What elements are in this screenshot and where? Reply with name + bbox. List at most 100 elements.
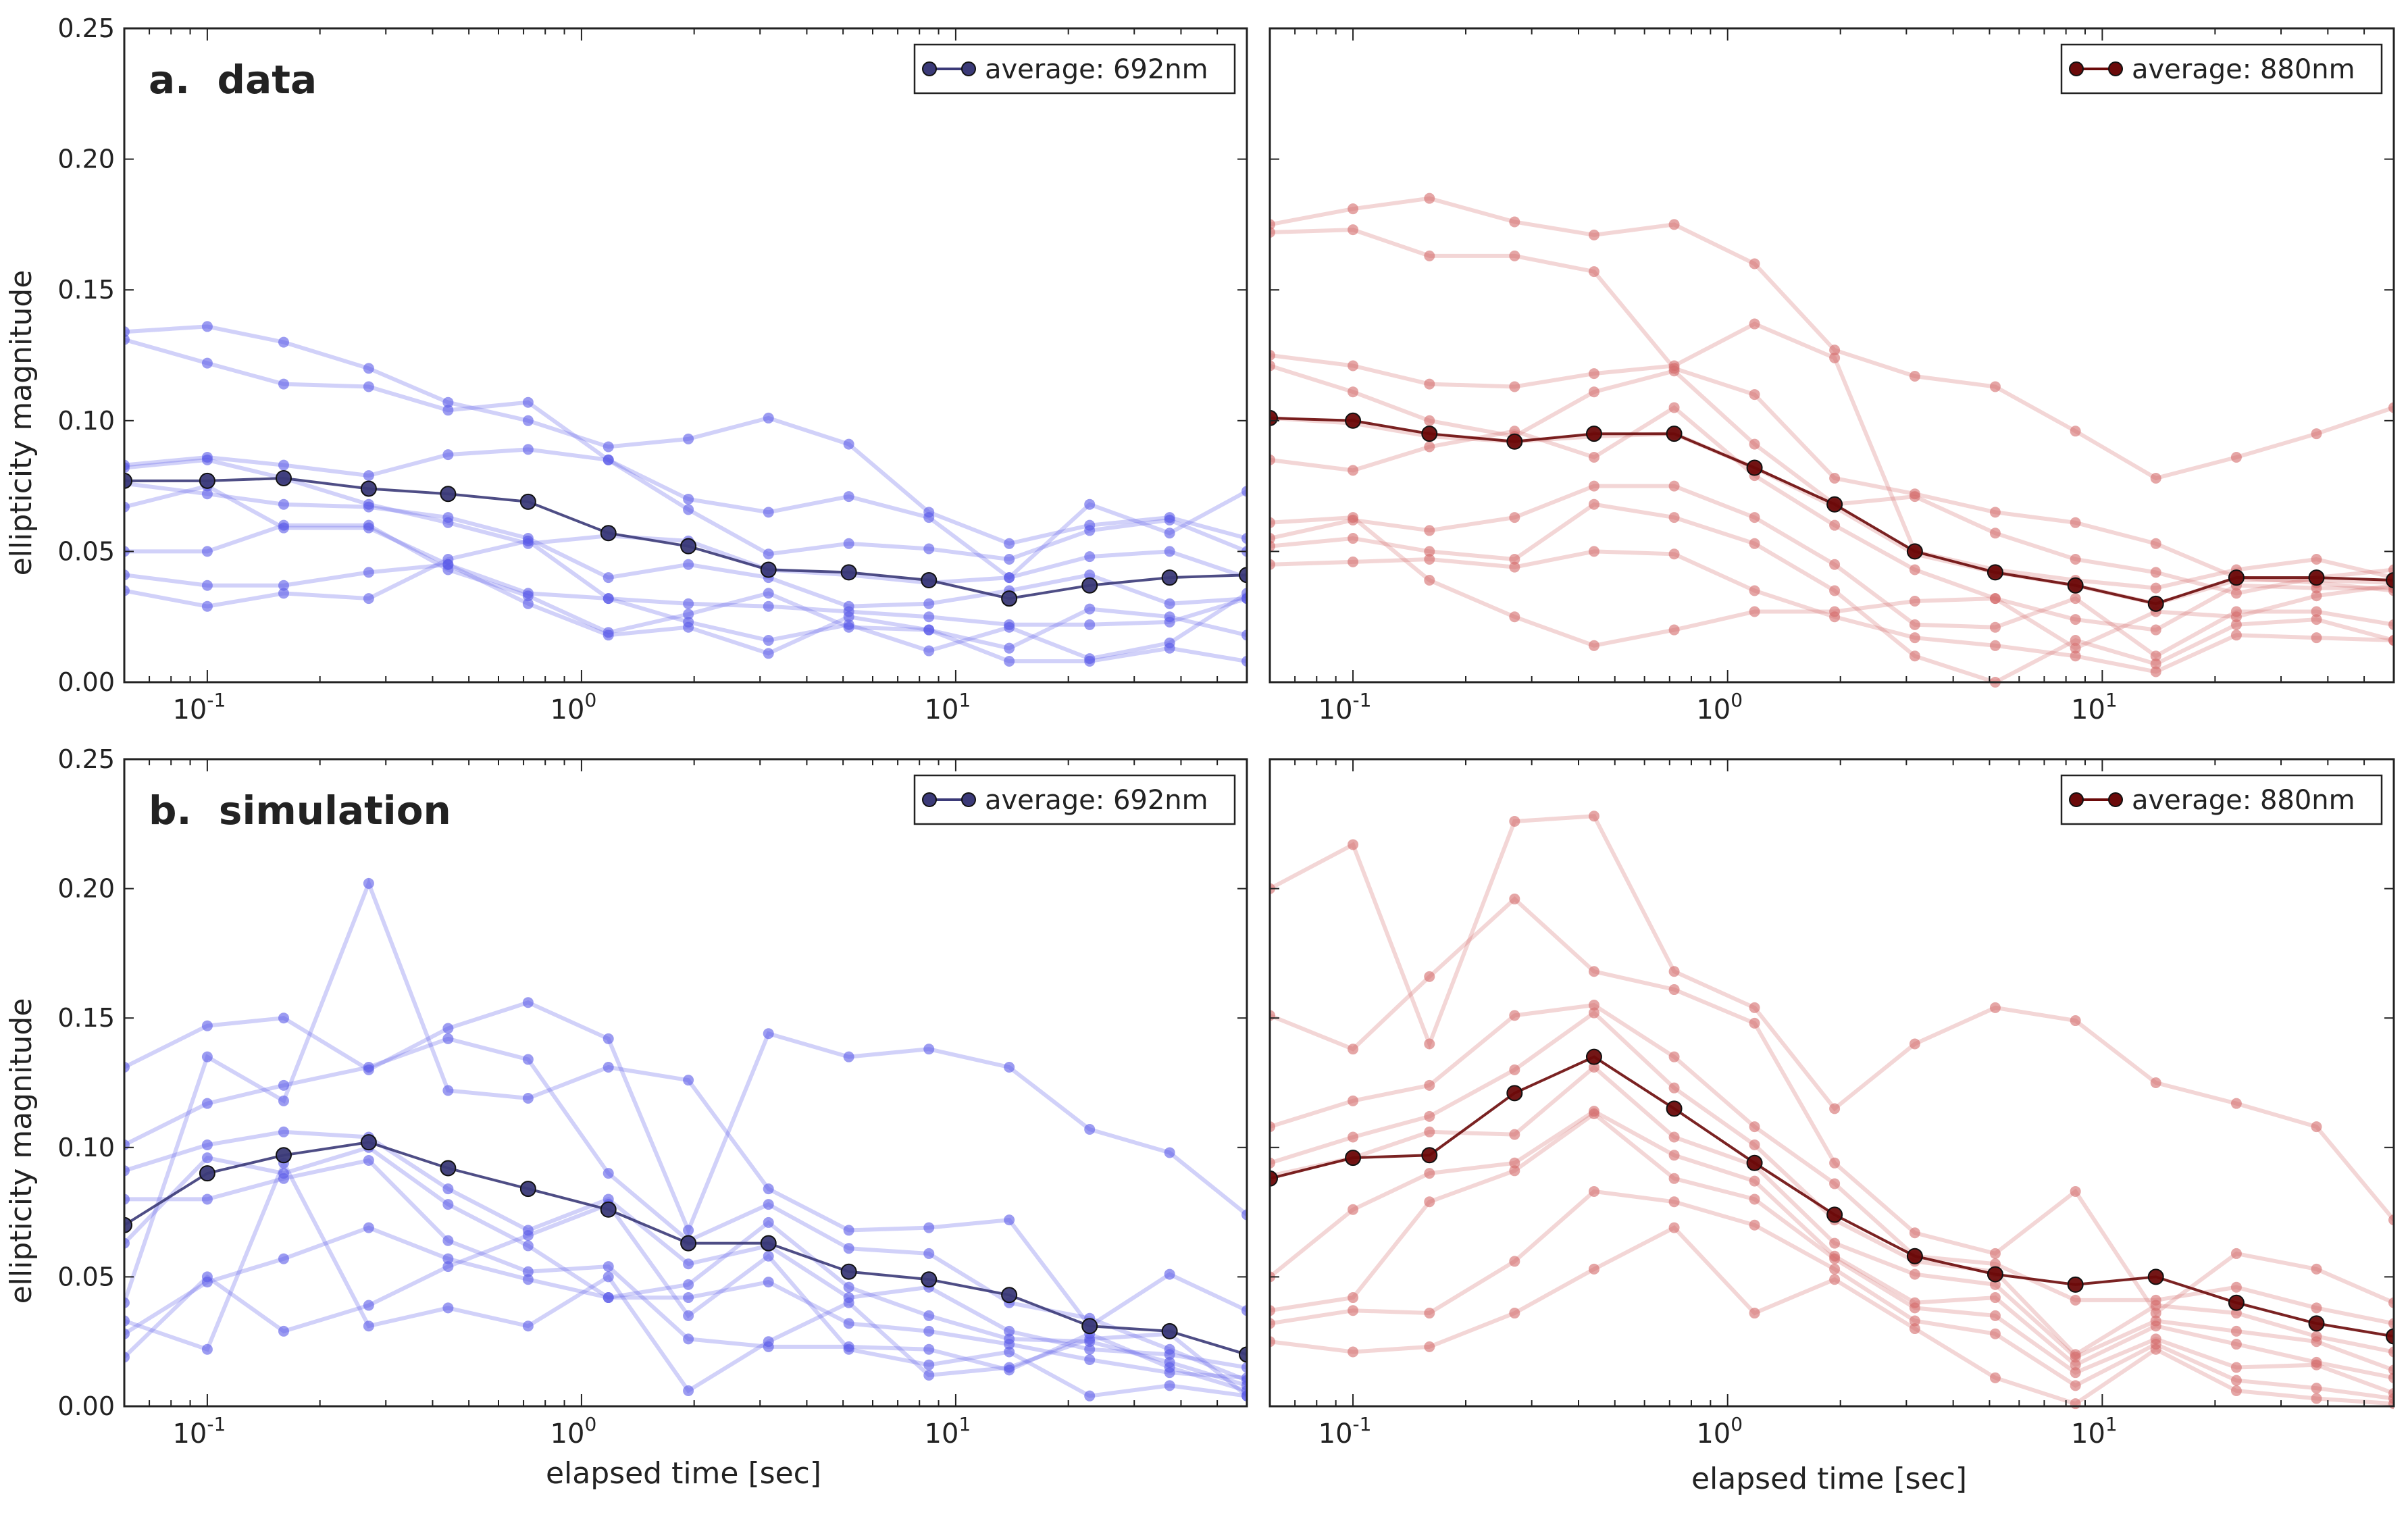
data-point	[763, 1028, 774, 1040]
data-point	[763, 548, 774, 560]
data-point	[2311, 1383, 2322, 1394]
data-point	[2070, 614, 2081, 625]
data-point	[2150, 1320, 2161, 1332]
data-point	[2311, 1121, 2322, 1133]
data-point	[201, 1152, 213, 1164]
x-tick-label: 101	[925, 689, 971, 725]
data-point	[1509, 554, 1520, 565]
data-point	[124, 1237, 130, 1249]
data-point	[124, 1062, 130, 1073]
data-point	[2388, 1346, 2394, 1358]
data-point	[1270, 540, 1275, 552]
x-tick-label: 100	[1696, 689, 1743, 725]
data-point	[2230, 1385, 2242, 1397]
plot-area	[1270, 811, 2394, 1410]
average-point	[2067, 577, 2084, 594]
data-point	[1509, 216, 1520, 228]
data-point	[1270, 1157, 1275, 1169]
data-point	[843, 491, 854, 503]
data-point	[201, 580, 213, 591]
data-point	[683, 504, 694, 515]
data-point	[1668, 512, 1680, 523]
average-point	[1239, 567, 1247, 584]
data-point	[1749, 1194, 1760, 1205]
data-point	[763, 588, 774, 599]
data-point	[1588, 1185, 1599, 1197]
data-point	[2150, 1077, 2161, 1088]
data-point	[683, 1075, 694, 1086]
data-point	[1241, 1209, 1247, 1221]
average-point	[1421, 1147, 1438, 1164]
data-point	[522, 396, 534, 408]
data-point	[1989, 1248, 2001, 1259]
data-point	[1004, 1325, 1015, 1337]
data-point	[923, 543, 935, 555]
data-point	[683, 1258, 694, 1270]
data-point	[1270, 1336, 1275, 1348]
data-point	[1241, 630, 1247, 641]
data-point	[522, 1240, 534, 1252]
data-point	[442, 1302, 454, 1314]
data-point	[442, 1261, 454, 1273]
average-point	[1906, 543, 1923, 560]
data-point	[1509, 611, 1520, 623]
data-point	[2311, 1393, 2322, 1404]
data-point	[201, 454, 213, 465]
data-point	[1424, 971, 1435, 982]
average-point	[1987, 1266, 2003, 1283]
data-point	[1348, 839, 1359, 850]
y-tick-label: 0.20	[57, 145, 115, 174]
data-point	[1749, 389, 1760, 401]
legend-marker	[961, 792, 976, 807]
data-point	[603, 1292, 614, 1304]
average-point	[840, 564, 857, 581]
data-point	[1509, 1064, 1520, 1075]
data-point	[2311, 1359, 2322, 1370]
data-point	[442, 554, 454, 565]
data-point	[1749, 512, 1760, 523]
series-line	[1270, 322, 2394, 590]
average-point	[519, 493, 536, 510]
data-point	[1829, 606, 1841, 617]
legend-label: average: 692nm	[985, 785, 1208, 816]
data-point	[1084, 653, 1096, 665]
series-trace-10	[1270, 512, 2394, 654]
data-point	[201, 357, 213, 369]
data-point	[2230, 1098, 2242, 1109]
data-point	[1241, 588, 1247, 599]
data-point	[1424, 250, 1435, 261]
data-point	[363, 519, 374, 531]
data-point	[763, 1341, 774, 1352]
data-point	[1348, 556, 1359, 567]
data-point	[124, 334, 130, 345]
data-point	[1509, 250, 1520, 261]
data-point	[1164, 598, 1175, 609]
data-point	[1749, 538, 1760, 549]
data-point	[124, 1328, 130, 1339]
data-point	[2230, 588, 2242, 599]
data-point	[683, 1279, 694, 1290]
series-average	[124, 469, 1247, 607]
data-point	[1909, 1038, 1920, 1050]
series-line	[124, 1000, 1247, 1236]
data-point	[843, 1341, 854, 1352]
data-point	[1588, 229, 1599, 240]
series-trace-1	[124, 321, 1247, 549]
data-point	[2070, 1352, 2081, 1363]
data-point	[843, 1281, 854, 1293]
data-point	[1668, 365, 1680, 377]
data-point	[2388, 402, 2394, 413]
axes-frame	[123, 27, 1248, 684]
average-point	[1270, 409, 1278, 426]
average-point	[1506, 433, 1523, 450]
data-point	[201, 488, 213, 500]
data-point	[2150, 1343, 2161, 1355]
data-point	[1588, 480, 1599, 492]
data-point	[603, 1033, 614, 1044]
data-point	[442, 1033, 454, 1044]
average-point	[2147, 1268, 2164, 1285]
average-point	[1826, 1206, 1843, 1223]
data-point	[1424, 1308, 1435, 1319]
data-point	[843, 1297, 854, 1308]
y-tick-label: 0.10	[57, 1133, 115, 1162]
